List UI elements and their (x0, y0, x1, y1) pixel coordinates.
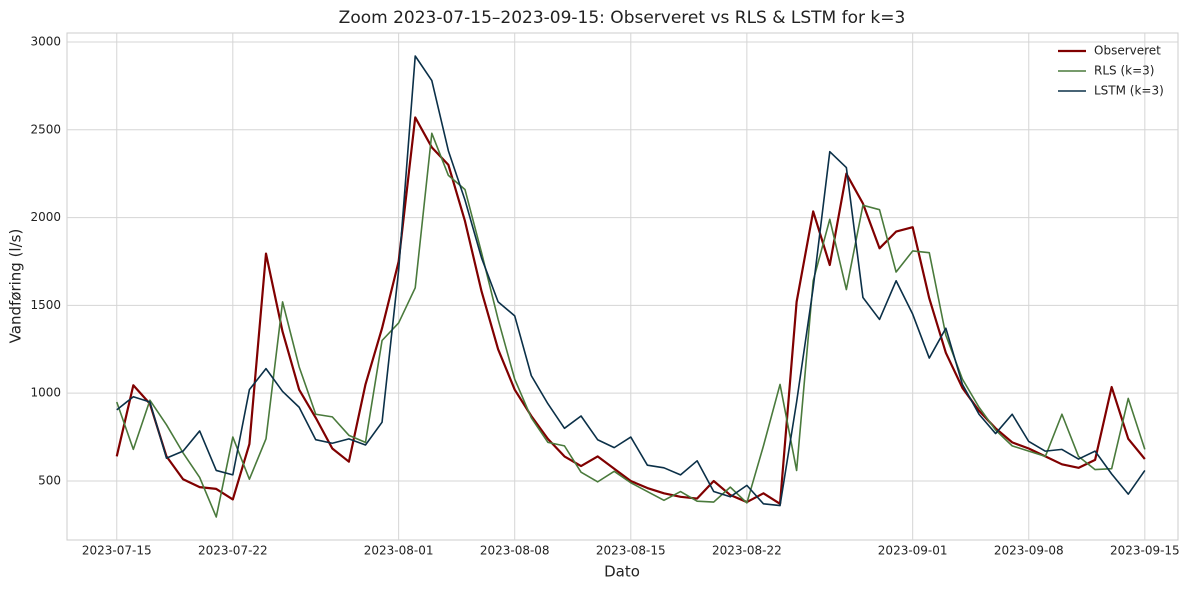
y-tick-label: 2000 (30, 210, 61, 224)
legend-label: Observeret (1094, 44, 1161, 58)
x-tick-label: 2023-08-08 (480, 544, 550, 558)
x-tick-label: 2023-08-15 (596, 544, 666, 558)
x-tick-label: 2023-07-22 (198, 544, 268, 558)
plot-frame (66, 32, 1179, 541)
x-tick-label: 2023-07-15 (82, 544, 152, 558)
legend-label: RLS (k=3) (1094, 64, 1154, 78)
y-axis-label: Vandføring (l/s) (7, 229, 25, 344)
chart-title: Zoom 2023-07-15–2023-09-15: Observeret v… (339, 8, 906, 28)
x-axis-label: Dato (604, 563, 640, 581)
x-tick-label: 2023-09-15 (1110, 544, 1180, 558)
x-tick-label: 2023-09-01 (878, 544, 948, 558)
y-tick-label: 3000 (30, 34, 61, 48)
series-line (116, 55, 1146, 507)
series-line (115, 132, 1146, 518)
y-tick-label: 1500 (30, 298, 61, 312)
y-tick-label: 1000 (30, 386, 61, 400)
y-tick-label: 500 (38, 473, 61, 487)
x-tick-label: 2023-08-01 (364, 544, 434, 558)
x-tick-label: 2023-09-08 (994, 544, 1064, 558)
legend-label: LSTM (k=3) (1094, 84, 1164, 98)
x-tick-label: 2023-08-22 (712, 544, 782, 558)
y-tick-label: 2500 (30, 122, 61, 136)
